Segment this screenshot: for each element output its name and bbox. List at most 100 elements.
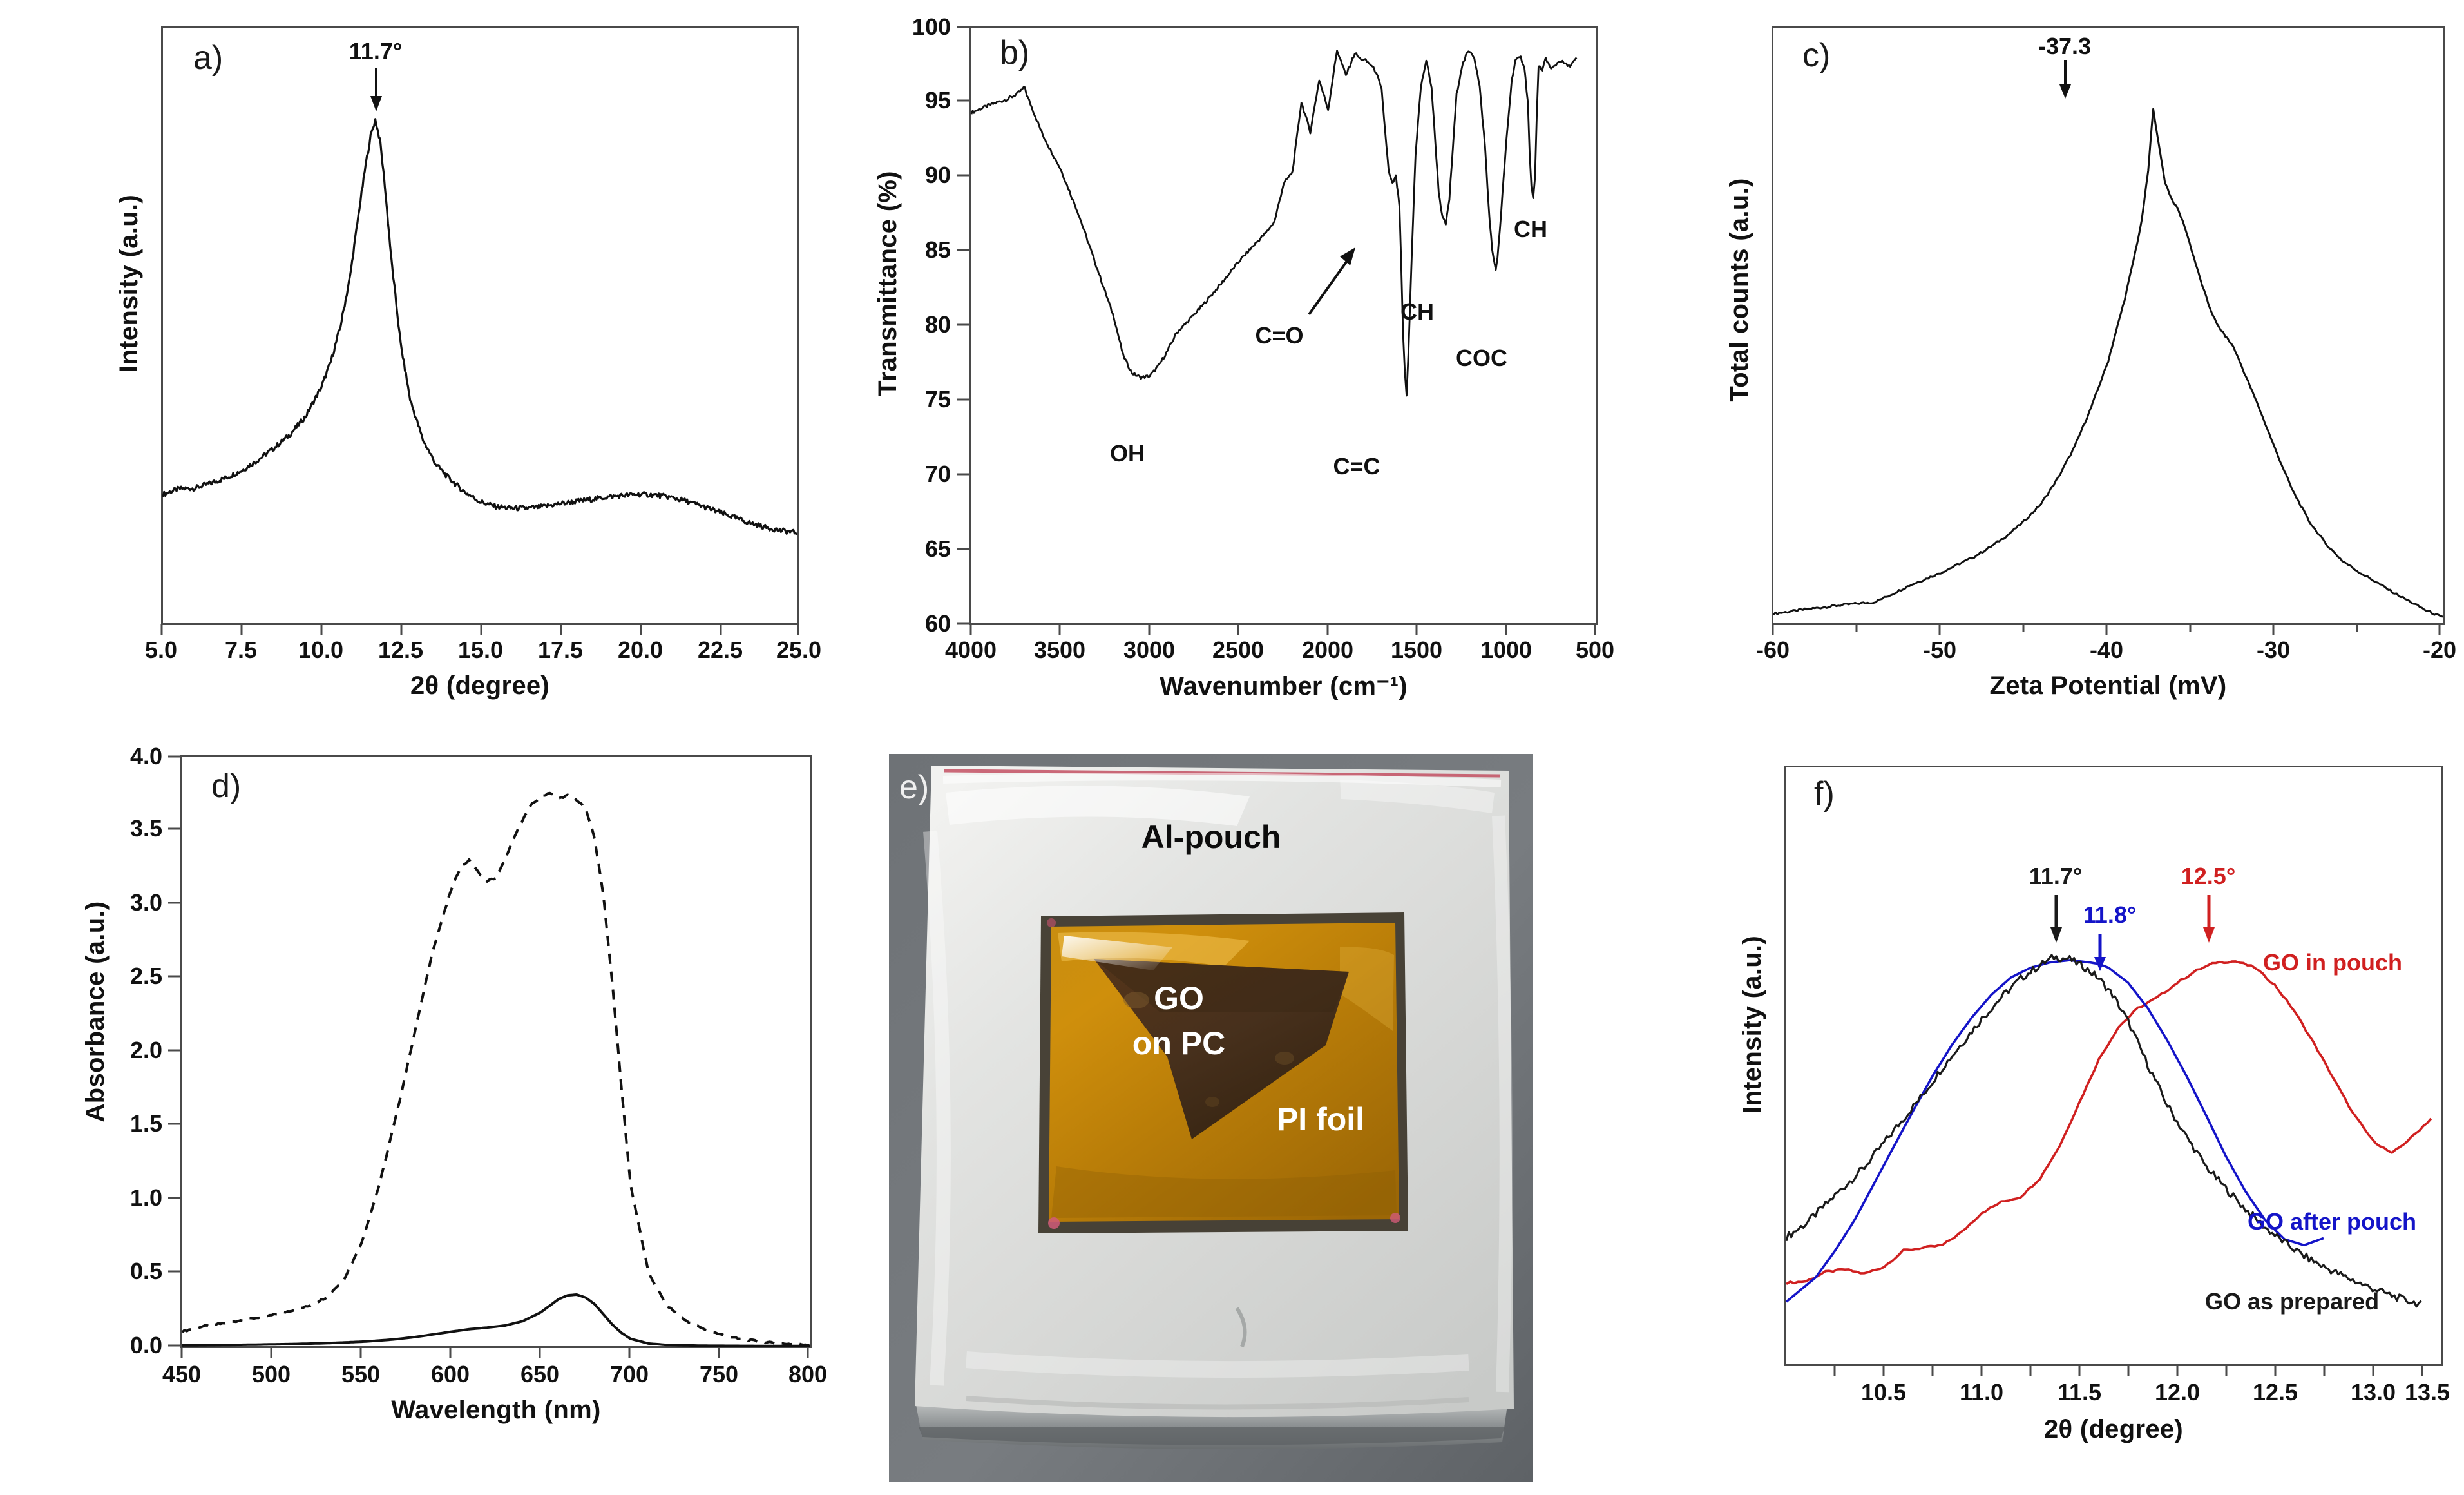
panel-f-ylabel: Intensity (a.u.): [1738, 936, 1766, 1114]
xtick: 450: [162, 1361, 202, 1387]
ytick: 95: [924, 87, 951, 113]
panel-a-xticks: [160, 624, 799, 635]
panel-b-yticks: [957, 26, 969, 625]
panel-f-xlabel: 2θ (degree): [2043, 1415, 2184, 1443]
xtick: 750: [699, 1361, 739, 1387]
panel-b-label-coc: COC: [1456, 345, 1507, 371]
xtick: 20.0: [617, 637, 664, 663]
panel-d-yticks: [168, 755, 180, 1347]
xtick: 500: [1575, 637, 1615, 663]
panel-b-plot-frame: OH C=O C=C CH COC CH: [969, 26, 1598, 625]
panel-f-arrow-blue: [2094, 934, 2106, 971]
ytick: 3.5: [129, 815, 162, 842]
panel-b-label-ch1: CH: [1400, 298, 1434, 325]
panel-c-ylabel: Total counts (a.u.): [1725, 178, 1753, 402]
ytick: 85: [924, 236, 951, 263]
ytick: 70: [924, 461, 951, 487]
panel-a: 11.7° a) 5.0 7.5 10.0 12.5 15.0 17.5 20.…: [39, 6, 821, 722]
panel-d-letter: d): [211, 767, 242, 805]
ytick: 75: [924, 386, 951, 412]
xtick: 700: [609, 1361, 649, 1387]
xtick: 13.0: [2350, 1379, 2396, 1405]
xtick: 7.5: [224, 637, 258, 663]
panel-d-xlabel: Wavelength (nm): [391, 1396, 601, 1424]
xtick: 12.0: [2154, 1379, 2201, 1405]
panel-c-chart: [1772, 108, 2443, 618]
panel-f-arrow-red: [2203, 895, 2215, 943]
ytick: 2.5: [129, 963, 162, 989]
xtick: 10.5: [1860, 1379, 1907, 1405]
panel-c-xticks: [1772, 624, 2441, 635]
panel-b-ylabel: Transmittance (%): [874, 171, 902, 396]
xtick: -20: [2422, 637, 2457, 663]
xtick: 13.5: [2404, 1379, 2450, 1405]
ytick: 0.0: [129, 1332, 162, 1358]
panel-f-label-blue: 11.8°: [2083, 902, 2137, 928]
panel-b-xlabel: Wavenumber (cm⁻¹): [1160, 672, 1408, 700]
xtick: -50: [1922, 637, 1957, 663]
panel-e-label-go: GO: [1154, 980, 1204, 1016]
panel-d-xticks: [180, 1347, 809, 1358]
panel-b-letter: b): [1000, 34, 1030, 72]
panel-b-label-oh: OH: [1110, 440, 1145, 467]
xtick: 600: [430, 1361, 470, 1387]
xtick: 22.5: [697, 637, 743, 663]
xtick: 650: [520, 1361, 560, 1387]
panel-f-label-red: 12.5°: [2181, 863, 2236, 889]
panel-e: e) Al-pouch GO on PC PI foil: [889, 754, 1533, 1482]
panel-b-chart: [970, 50, 1578, 397]
xtick: -40: [2089, 637, 2124, 663]
xtick: 500: [251, 1361, 291, 1387]
xtick: 25.0: [776, 637, 822, 663]
panel-c-peak-label: -37.3: [2038, 33, 2092, 59]
panel-b-label-co: C=O: [1255, 322, 1304, 349]
xtick: 10.0: [298, 637, 344, 663]
ytick: 1.0: [129, 1184, 162, 1211]
panel-f-xticks: [1833, 1365, 2423, 1376]
xtick: 3500: [1033, 637, 1086, 663]
panel-d-ylabel: Absorbance (a.u.): [81, 901, 110, 1123]
panel-b-label-cc: C=C: [1333, 453, 1380, 479]
xtick: 3000: [1123, 637, 1176, 663]
panel-e-label-on-pc: on PC: [1132, 1025, 1226, 1061]
ytick: 80: [924, 311, 951, 338]
panel-d: d) 0.0 0.5 1.0 1.5 2.0 2.5 3.0 3.5 4.0: [39, 741, 831, 1489]
panel-b-label-ch2: CH: [1514, 216, 1547, 242]
xtick: 2500: [1212, 637, 1265, 663]
ytick: 3.0: [129, 889, 162, 916]
panel-f-label-black: 11.7°: [2029, 863, 2083, 889]
panel-b-co-arrow: [1308, 247, 1355, 316]
panel-a-peak-arrow: [370, 68, 382, 111]
panel-f-chart: [1785, 954, 2432, 1308]
xtick: 11.0: [1959, 1379, 2004, 1405]
panel-d-plot-frame: [180, 755, 812, 1348]
panel-f-arrow-black: [2050, 895, 2062, 943]
panel-c-xlabel: Zeta Potential (mV): [1989, 671, 2227, 700]
panel-c-letter: c): [1802, 37, 1831, 74]
panel-a-plot-frame: 11.7°: [161, 26, 799, 625]
panel-e-photograph: [889, 754, 1533, 1482]
xtick: 17.5: [537, 637, 584, 663]
panel-b-xticks: [969, 624, 1596, 635]
ytick: 4.0: [129, 743, 162, 769]
panel-c-plot-frame: -37.3: [1772, 26, 2445, 625]
panel-f-legend-blue: GO after pouch: [2248, 1208, 2417, 1235]
panel-f: 11.7° 11.8° 12.5° GO in pouch GO after p…: [1662, 754, 2461, 1495]
ytick: 65: [924, 535, 951, 562]
panel-a-chart: [162, 118, 798, 535]
panel-f-legend-black: GO as prepared: [2205, 1288, 2380, 1315]
panel-f-letter: f): [1814, 775, 1835, 813]
panel-a-letter: a): [193, 39, 224, 77]
ytick: 100: [912, 14, 951, 40]
xtick: 12.5: [377, 637, 424, 663]
panel-c-peak-arrow: [2059, 60, 2071, 99]
xtick: 1000: [1480, 637, 1533, 663]
xtick: -60: [1755, 637, 1790, 663]
xtick: 5.0: [144, 637, 178, 663]
ytick: 2.0: [129, 1037, 162, 1063]
panel-e-letter: e): [899, 769, 930, 806]
panel-f-legend-red: GO in pouch: [2263, 949, 2402, 976]
xtick: 800: [788, 1361, 828, 1387]
panel-a-peak-label: 11.7°: [349, 38, 403, 64]
